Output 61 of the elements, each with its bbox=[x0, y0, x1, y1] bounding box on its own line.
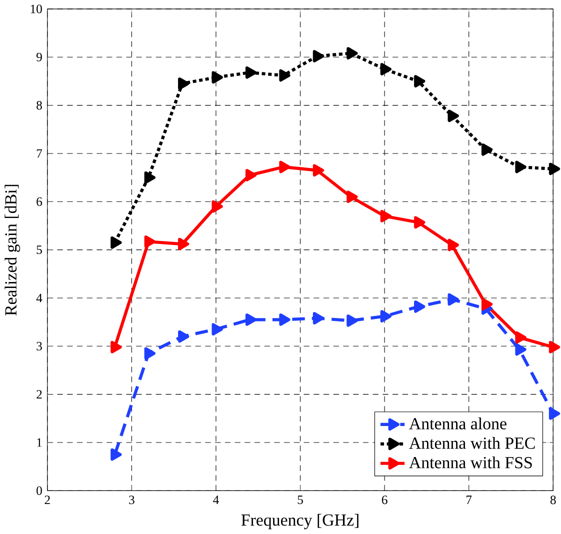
x-tick-label: 4 bbox=[213, 496, 219, 504]
point bbox=[178, 238, 190, 250]
x-tick-label: 2 bbox=[44, 496, 50, 504]
y-tick-label: 7 bbox=[36, 149, 42, 158]
x-tick-label: 5 bbox=[298, 496, 303, 504]
x-tick-label: 7 bbox=[466, 496, 472, 504]
point bbox=[380, 210, 392, 222]
point bbox=[481, 143, 493, 156]
point bbox=[110, 236, 122, 249]
point bbox=[279, 69, 290, 82]
point bbox=[515, 343, 526, 356]
point bbox=[515, 331, 526, 344]
legend-label: Antenna with FSS bbox=[409, 456, 532, 468]
point bbox=[212, 71, 223, 84]
x-axis-title: Frequency [GHz] bbox=[241, 514, 358, 530]
y-axis-title: Realized gain [dBi] bbox=[4, 184, 20, 316]
x-tick-label: 6 bbox=[382, 496, 388, 504]
x-tick-label: 3 bbox=[129, 496, 134, 504]
y-tick-label: 10 bbox=[30, 4, 42, 14]
point bbox=[110, 448, 122, 461]
point bbox=[144, 235, 156, 248]
point bbox=[515, 160, 526, 174]
point bbox=[178, 330, 190, 343]
point bbox=[414, 75, 426, 88]
point bbox=[312, 50, 324, 62]
y-tick-label: 9 bbox=[36, 52, 42, 62]
point bbox=[144, 171, 156, 184]
point bbox=[245, 168, 257, 182]
point bbox=[346, 314, 358, 327]
point bbox=[312, 312, 324, 324]
y-tick-label: 2 bbox=[36, 390, 42, 399]
point bbox=[346, 47, 358, 60]
y-tick-label: 8 bbox=[36, 101, 42, 110]
point bbox=[448, 238, 459, 252]
point bbox=[346, 190, 358, 204]
point bbox=[380, 63, 392, 76]
point bbox=[279, 160, 290, 174]
point bbox=[380, 310, 392, 323]
point bbox=[245, 66, 257, 79]
point bbox=[448, 110, 459, 122]
point bbox=[312, 164, 324, 177]
y-tick-label: 1 bbox=[37, 438, 42, 447]
y-tick-label: 5 bbox=[36, 246, 42, 254]
y-tick-label: 6 bbox=[36, 197, 42, 206]
y-tick-label: 4 bbox=[36, 294, 42, 302]
point bbox=[212, 200, 223, 213]
point bbox=[414, 300, 426, 313]
legend-label: Antenna with PEC bbox=[409, 437, 535, 449]
point bbox=[212, 323, 223, 336]
point bbox=[279, 314, 290, 326]
point bbox=[178, 77, 190, 90]
point bbox=[414, 216, 426, 229]
point bbox=[110, 340, 122, 354]
point bbox=[245, 314, 257, 326]
point bbox=[481, 298, 493, 310]
x-tick-label: 8 bbox=[550, 496, 556, 504]
y-tick-label: 3 bbox=[36, 342, 42, 350]
point bbox=[448, 293, 459, 306]
point bbox=[144, 347, 156, 360]
y-tick-label: 0 bbox=[36, 486, 42, 495]
legend-label: Antenna alone bbox=[409, 418, 506, 430]
